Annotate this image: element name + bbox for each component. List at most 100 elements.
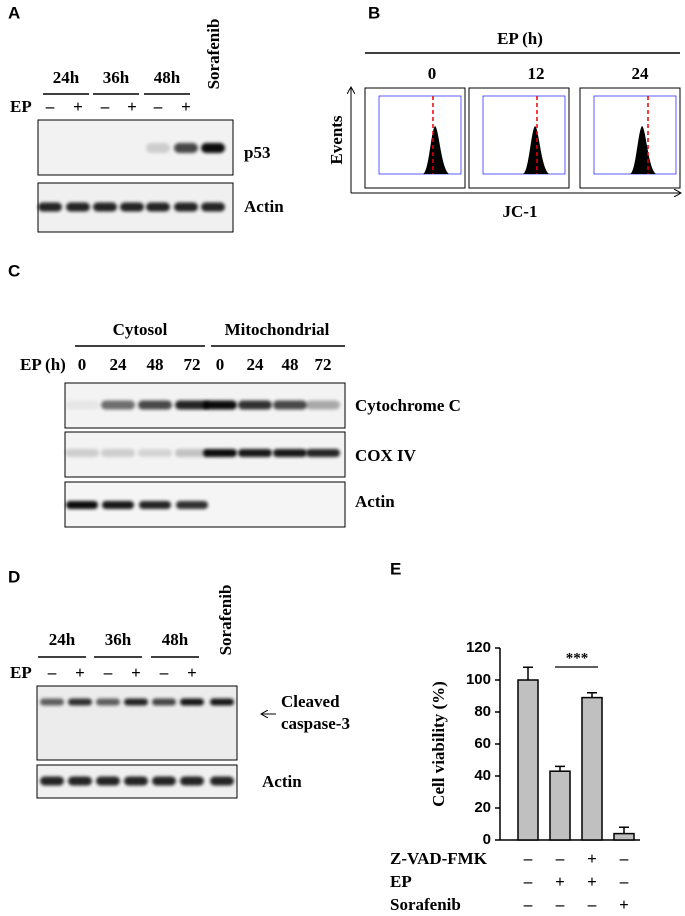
- time-label: 24h: [49, 630, 76, 649]
- y-tick-label: 20: [474, 799, 491, 816]
- y-tick-label: 120: [466, 639, 491, 656]
- band: [180, 698, 204, 706]
- sign: –: [523, 895, 533, 914]
- sign: –: [159, 663, 169, 682]
- band: [96, 698, 120, 706]
- band: [180, 776, 204, 786]
- y-tick-label: 60: [474, 735, 491, 752]
- histogram-frame: [364, 87, 466, 189]
- time-label: 72: [184, 355, 201, 374]
- y-label: Cell viability (%): [429, 681, 448, 807]
- sign: –: [523, 872, 533, 891]
- band: [68, 698, 92, 706]
- bar: [581, 696, 603, 841]
- x-label: JC-1: [503, 202, 538, 221]
- band: [146, 202, 170, 212]
- time-label: 36h: [105, 630, 132, 649]
- band: [66, 202, 90, 212]
- band: [210, 698, 234, 706]
- band: [152, 698, 176, 706]
- band: [65, 400, 99, 410]
- sign: –: [523, 849, 533, 868]
- treatment-label: EP: [10, 97, 32, 116]
- sign: –: [47, 663, 57, 682]
- band: [238, 400, 272, 410]
- error-bar: [619, 826, 629, 834]
- time-label: 24h: [53, 68, 80, 87]
- blot-label: Cleaved: [281, 692, 340, 711]
- histogram: [523, 126, 549, 174]
- histogram: [423, 126, 449, 174]
- sign: –: [103, 663, 113, 682]
- treatment-label: EP: [10, 663, 32, 682]
- sign: +: [587, 849, 597, 868]
- band: [139, 501, 171, 509]
- band: [124, 698, 148, 706]
- band: [138, 449, 172, 457]
- histogram-frame: [579, 87, 681, 189]
- band: [101, 400, 135, 410]
- panel-label: E: [390, 559, 401, 578]
- band: [174, 143, 198, 153]
- group-label: Mitochondrial: [225, 320, 330, 339]
- band: [238, 449, 272, 457]
- band: [124, 776, 148, 786]
- error-bar: [523, 666, 533, 680]
- band: [102, 501, 134, 509]
- band: [273, 449, 307, 457]
- band: [306, 449, 340, 457]
- band: [152, 776, 176, 786]
- band: [175, 449, 209, 457]
- time-label: 24: [632, 64, 650, 83]
- histogram: [630, 126, 656, 174]
- band: [306, 400, 340, 410]
- time-label: 72: [315, 355, 332, 374]
- condition-label: EP: [390, 872, 412, 891]
- error-bar: [555, 765, 565, 772]
- y-label: Events: [327, 115, 346, 165]
- blot: [36, 685, 238, 761]
- sign: –: [587, 895, 597, 914]
- error-bar: [587, 692, 597, 698]
- sign: –: [619, 849, 629, 868]
- sign: –: [555, 849, 565, 868]
- sign: +: [187, 663, 197, 682]
- sorafenib-label: Sorafenib: [216, 585, 235, 656]
- sign: +: [75, 663, 85, 682]
- y-tick-label: 0: [483, 831, 491, 848]
- band: [93, 202, 117, 212]
- panel-label: D: [8, 567, 20, 586]
- time-label: 48: [282, 355, 299, 374]
- band: [96, 776, 120, 786]
- y-tick-label: 40: [474, 767, 491, 784]
- band: [175, 400, 209, 410]
- band: [120, 202, 144, 212]
- band: [201, 202, 225, 212]
- sign: +: [555, 872, 565, 891]
- blot-label: p53: [244, 143, 270, 162]
- blot-label: Cytochrome C: [355, 396, 461, 415]
- band: [65, 449, 99, 457]
- band: [203, 400, 237, 410]
- group-label: Cytosol: [113, 320, 168, 339]
- band: [273, 400, 307, 410]
- sign: –: [555, 895, 565, 914]
- bar: [517, 679, 539, 841]
- sign: –: [45, 97, 55, 116]
- condition-label: Z-VAD-FMK: [390, 849, 488, 868]
- band: [68, 776, 92, 786]
- time-label: 0: [216, 355, 225, 374]
- panel-label: B: [368, 3, 380, 22]
- band: [146, 143, 170, 153]
- panel-label: A: [8, 3, 20, 22]
- time-label: 24: [247, 355, 265, 374]
- time-label: 36h: [103, 68, 130, 87]
- blot-label: caspase-3: [281, 714, 350, 733]
- bar: [613, 832, 635, 841]
- plot-area: [378, 95, 462, 175]
- treatment-label: EP (h): [20, 355, 66, 374]
- band: [210, 776, 234, 786]
- sign: +: [587, 872, 597, 891]
- sign: +: [181, 97, 191, 116]
- sign: +: [127, 97, 137, 116]
